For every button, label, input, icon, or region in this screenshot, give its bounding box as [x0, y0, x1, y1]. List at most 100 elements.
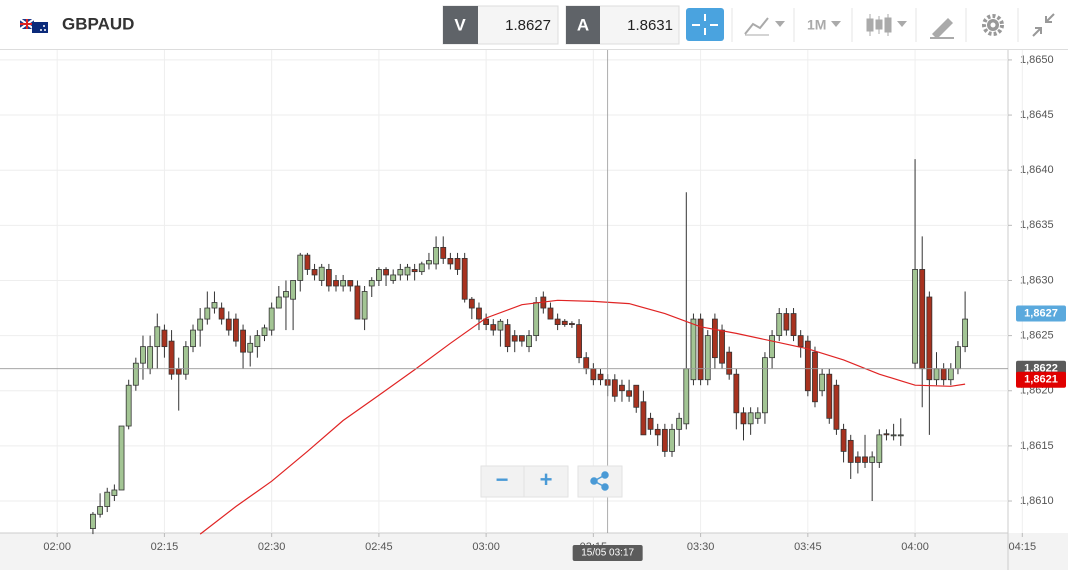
candle-body	[483, 318, 490, 325]
candle-body	[654, 428, 661, 436]
candle-body	[261, 327, 268, 337]
candle-body	[375, 269, 382, 281]
candle-body	[640, 401, 647, 436]
candle-body	[118, 425, 125, 491]
candle-body	[826, 373, 833, 419]
candle-body	[182, 346, 189, 375]
candle-body	[876, 434, 883, 463]
bid-label-box	[443, 6, 478, 44]
candle-body	[812, 351, 818, 403]
candle-body	[962, 318, 969, 348]
candle-body	[361, 291, 368, 320]
candle-body	[590, 368, 597, 381]
y-tick-label: 1,8630	[1020, 274, 1054, 286]
candle-body	[476, 307, 482, 320]
candle-body	[769, 335, 775, 359]
candle-body	[533, 302, 540, 337]
candle-body	[840, 428, 847, 452]
candle-body	[111, 489, 118, 496]
flag	[19, 18, 48, 33]
settings-button[interactable]	[982, 14, 1004, 36]
candle-body	[676, 417, 683, 430]
candle-body	[311, 269, 318, 276]
candle-body	[268, 307, 275, 331]
candle-body	[940, 368, 947, 381]
candle-icon[interactable]	[866, 14, 907, 36]
candle-body	[254, 335, 261, 348]
share-icon	[590, 471, 609, 491]
y-tick-label: 1,8645	[1020, 109, 1054, 121]
candle-body	[426, 260, 432, 265]
candle-body	[440, 246, 447, 259]
candle-body	[919, 269, 926, 370]
candle-body	[197, 318, 204, 331]
candle-body	[726, 351, 733, 375]
candle-body	[669, 428, 675, 452]
timeframe-caret	[831, 21, 841, 27]
candle-body	[333, 280, 339, 287]
candle-body	[740, 412, 747, 425]
candle-body	[633, 384, 640, 408]
candle-body	[554, 318, 561, 325]
collapse-button[interactable]	[1032, 13, 1055, 37]
candle-body	[461, 258, 468, 300]
bid-label: V	[454, 15, 466, 34]
candle-body	[862, 456, 868, 463]
x-tick-label: 02:00	[43, 541, 71, 553]
candle-body	[147, 346, 154, 370]
candle-body	[597, 373, 604, 381]
candle-body	[626, 390, 633, 397]
candle-body	[97, 506, 103, 515]
ask-price: 1.8631	[627, 17, 673, 34]
candle-body	[283, 291, 289, 298]
y-tick-label: 1,8650	[1020, 54, 1054, 66]
draw-tool-button[interactable]	[930, 18, 954, 39]
plot: 1,86101,86151,86201,86251,86301,86351,86…	[0, 50, 1054, 553]
y-tick-label: 1,8610	[1020, 495, 1054, 507]
candle-body	[547, 307, 554, 320]
candle-body	[926, 296, 933, 381]
moving-average-line	[199, 299, 966, 535]
candle-body	[690, 318, 697, 381]
zoom-out-button[interactable]	[480, 465, 525, 498]
candle-body	[497, 320, 504, 331]
candle-body	[661, 428, 668, 452]
candle-body	[211, 302, 218, 309]
candle-body	[240, 329, 246, 353]
candle-body	[754, 412, 761, 419]
candle-body	[704, 335, 711, 381]
candle-body	[490, 324, 497, 331]
candle-body	[340, 280, 347, 287]
candle-body	[511, 335, 518, 342]
candle-body	[790, 313, 797, 337]
candle-body	[518, 335, 525, 342]
candle-body	[168, 340, 175, 375]
candle-body	[776, 313, 783, 337]
candle-body	[804, 340, 811, 392]
crosshair-button[interactable]	[686, 8, 724, 41]
zoom-in-button[interactable]	[523, 465, 569, 498]
candle-body	[354, 285, 361, 320]
candle-body	[847, 439, 854, 463]
candle-body	[290, 280, 297, 300]
chart-type-button[interactable]	[744, 17, 785, 36]
candle-body	[819, 373, 826, 392]
candle-body	[233, 318, 239, 342]
x-tick-label: 03:45	[794, 541, 822, 553]
candle-body	[583, 357, 590, 370]
crosshair-time-box	[572, 545, 643, 561]
candle-body	[218, 307, 225, 320]
candle-body	[897, 434, 904, 437]
zoom-in: +	[540, 467, 553, 492]
candle-body	[569, 323, 575, 325]
price-tag-label: 1,8622	[1024, 363, 1058, 375]
candle-body	[711, 318, 718, 359]
candle-body	[647, 417, 654, 430]
price-tag-box	[1016, 371, 1066, 388]
y-tick-label: 1,8615	[1020, 440, 1054, 452]
price-tag-label: 1,8627	[1024, 307, 1058, 319]
candle-body	[468, 298, 475, 309]
timeframe[interactable]: 1M	[807, 17, 826, 33]
share-button[interactable]	[577, 465, 623, 498]
